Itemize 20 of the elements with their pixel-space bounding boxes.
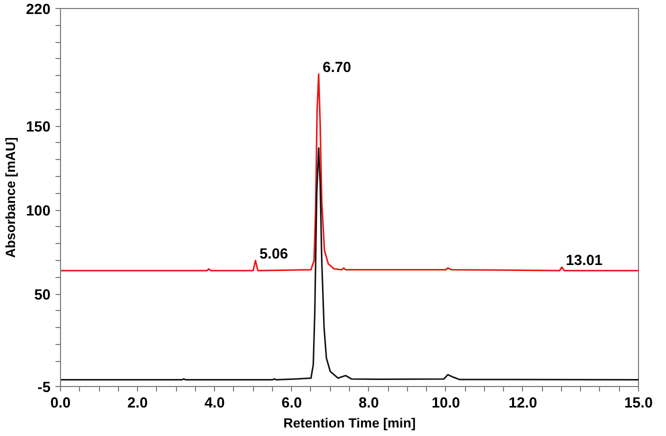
x-tick-label: 2.0: [127, 396, 148, 412]
y-tick-label: 220: [26, 2, 51, 18]
x-tick-label: 15.0: [624, 396, 653, 412]
line-series: [60, 147, 638, 381]
y-tick-label: 100: [26, 204, 51, 220]
x-axis-title: Retention Time [min]: [283, 416, 416, 430]
annotation: 5.06: [259, 246, 288, 262]
annotation: 6.70: [322, 60, 352, 76]
y-tick-label: 150: [26, 120, 51, 136]
x-tick-label: 6.0: [282, 396, 302, 412]
x-tick-label: 8.0: [358, 396, 379, 412]
x-tick-label: 10.0: [432, 396, 460, 412]
annotation: 13.01: [566, 253, 603, 270]
y-axis-title: Absorbance [mAU]: [3, 137, 18, 258]
line-series: [60, 73, 638, 272]
y-tick-label: 50: [34, 288, 51, 304]
x-tick-label: 4.0: [204, 396, 225, 412]
y-tick-label: -5: [37, 380, 51, 396]
x-tick-label: 12.0: [508, 396, 538, 412]
x-tick-label: 0.0: [50, 396, 71, 412]
